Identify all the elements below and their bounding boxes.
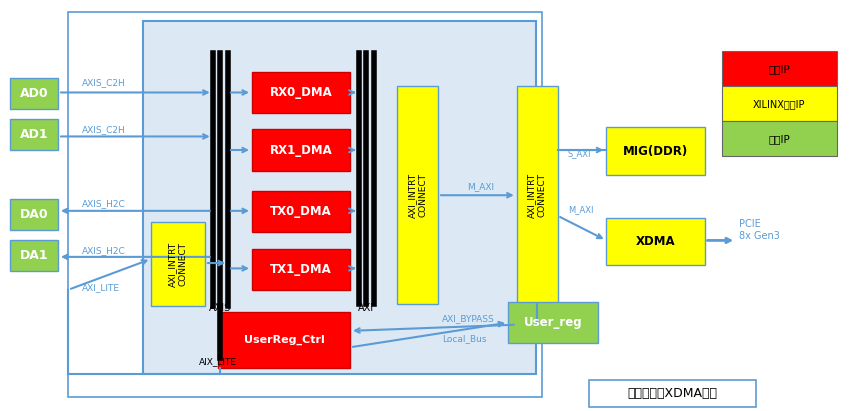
Text: AXI_LITE: AXI_LITE: [82, 283, 119, 292]
FancyBboxPatch shape: [606, 127, 704, 175]
Text: AIX_LITE: AIX_LITE: [199, 357, 236, 366]
Text: AXI_INTRT
CONNECT: AXI_INTRT CONNECT: [168, 242, 188, 286]
Text: TX0_DMA: TX0_DMA: [270, 205, 332, 218]
Text: PCIE
8x Gen3: PCIE 8x Gen3: [738, 219, 779, 241]
FancyBboxPatch shape: [252, 249, 350, 290]
Text: AXIS_H2C: AXIS_H2C: [82, 199, 126, 208]
Text: RX0_DMA: RX0_DMA: [270, 86, 332, 99]
Text: DA0: DA0: [20, 208, 49, 221]
FancyBboxPatch shape: [151, 222, 205, 306]
FancyBboxPatch shape: [10, 199, 58, 230]
Text: 高速采集卡XDMA方案: 高速采集卡XDMA方案: [627, 387, 717, 400]
Text: M_AXI: M_AXI: [467, 182, 494, 192]
FancyBboxPatch shape: [606, 218, 704, 265]
FancyBboxPatch shape: [721, 86, 836, 121]
Text: AXIS_H2C: AXIS_H2C: [82, 246, 126, 255]
Text: 用户IP: 用户IP: [768, 134, 789, 144]
FancyBboxPatch shape: [10, 240, 58, 271]
Text: XILINX官方IP: XILINX官方IP: [752, 99, 804, 109]
Text: Local_Bus: Local_Bus: [442, 335, 486, 344]
Text: User_reg: User_reg: [523, 316, 582, 329]
FancyBboxPatch shape: [721, 121, 836, 156]
Text: AXI_INTRT
CONNECT: AXI_INTRT CONNECT: [408, 173, 426, 218]
Text: M_AXI: M_AXI: [567, 205, 593, 214]
Text: AXI_BYPASS: AXI_BYPASS: [442, 314, 495, 323]
FancyBboxPatch shape: [589, 380, 755, 407]
Text: UserReg_Ctrl: UserReg_Ctrl: [243, 335, 324, 345]
Text: MIG(DDR): MIG(DDR): [622, 145, 688, 157]
FancyBboxPatch shape: [397, 86, 438, 304]
Text: AD0: AD0: [20, 87, 49, 100]
FancyBboxPatch shape: [143, 21, 536, 374]
FancyBboxPatch shape: [252, 191, 350, 232]
FancyBboxPatch shape: [252, 72, 350, 113]
Text: AXIS: AXIS: [209, 303, 231, 313]
FancyBboxPatch shape: [218, 312, 350, 368]
Text: TX1_DMA: TX1_DMA: [270, 263, 332, 276]
Text: AXI_INTRT
CONNECT: AXI_INTRT CONNECT: [527, 173, 546, 218]
FancyBboxPatch shape: [721, 51, 836, 86]
FancyBboxPatch shape: [508, 302, 597, 343]
Text: AXIS_C2H: AXIS_C2H: [82, 125, 126, 134]
Text: S_AXI: S_AXI: [567, 150, 591, 159]
FancyBboxPatch shape: [10, 119, 58, 150]
Text: AXIS_C2H: AXIS_C2H: [82, 78, 126, 87]
Text: AXI: AXI: [358, 303, 374, 313]
Text: XDMA: XDMA: [635, 235, 675, 248]
FancyBboxPatch shape: [516, 86, 557, 304]
FancyBboxPatch shape: [252, 129, 350, 171]
Text: 核心IP: 核心IP: [768, 64, 789, 74]
Text: RX1_DMA: RX1_DMA: [270, 143, 332, 157]
Text: DA1: DA1: [20, 249, 49, 262]
FancyBboxPatch shape: [10, 78, 58, 109]
Text: AD1: AD1: [20, 128, 49, 141]
